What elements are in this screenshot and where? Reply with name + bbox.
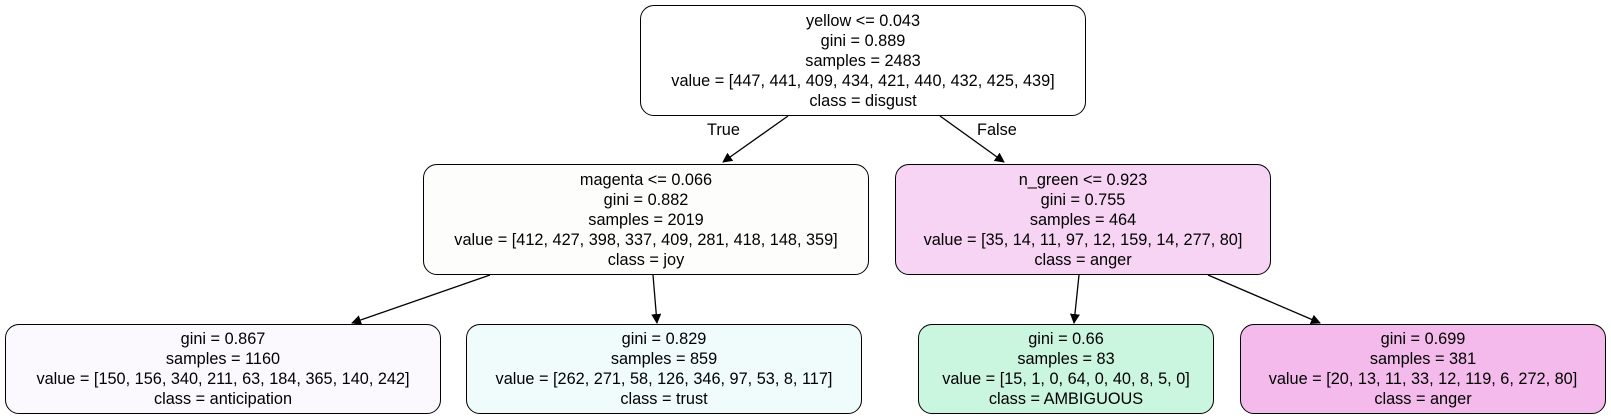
left-split-text: magenta <= 0.066 [579,170,713,189]
right-left-class-text: class = AMBIGUOUS [988,390,1144,408]
root-class-text: class = disgust [809,91,917,110]
right-value-text: value = [35, 14, 11, 97, 12, 159, 14, 27… [923,230,1243,249]
left-left-gini-text: gini = 0.867 [180,330,266,348]
left-right-samples-text: samples = 859 [610,350,718,368]
root-value-text: value = [447, 441, 409, 434, 421, 440, 4… [671,71,1055,90]
left-left-value-text: value = [150, 156, 340, 211, 63, 184, 36… [36,370,410,388]
right-left-samples-text: samples = 83 [1017,350,1115,368]
right-right-samples-text: samples = 381 [1369,350,1477,368]
left-right-gini-text: gini = 0.829 [621,330,707,348]
left-left-leaf: gini = 0.867 samples = 1160 value = [150… [5,324,441,414]
right-left-value-text: value = [15, 1, 0, 64, 0, 40, 8, 5, 0] [942,370,1190,388]
left-left-class-text: class = anticipation [153,390,293,408]
right-class-text: class = anger [1034,250,1132,269]
left-right-class-text: class = trust [620,390,708,408]
right-left-gini-text: gini = 0.66 [1028,330,1104,348]
root-samples-text: samples = 2483 [805,51,921,70]
edge-root-to-right [939,115,1005,163]
edge-left-to-leftright [651,274,662,324]
left-node: magenta <= 0.066 gini = 0.882 samples = … [423,164,869,275]
right-left-leaf: gini = 0.66 samples = 83 value = [15, 1,… [918,324,1214,414]
left-right-leaf: gini = 0.829 samples = 859 value = [262,… [466,324,862,414]
left-gini-text: gini = 0.882 [603,190,689,209]
right-right-value-text: value = [20, 13, 11, 33, 12, 119, 6, 272… [1268,370,1578,388]
right-gini-text: gini = 0.755 [1040,190,1126,209]
left-samples-text: samples = 2019 [588,210,704,229]
edge-left-to-leftleft [351,274,491,325]
left-class-text: class = joy [607,250,685,269]
right-right-leaf: gini = 0.699 samples = 381 value = [20, … [1240,324,1606,414]
edge-right-to-rightright [1207,274,1321,325]
left-left-samples-text: samples = 1160 [165,350,281,368]
left-right-value-text: value = [262, 271, 58, 126, 346, 97, 53,… [495,370,833,388]
root-gini-text: gini = 0.889 [820,31,906,50]
left-value-text: value = [412, 427, 398, 337, 409, 281, 4… [454,230,838,249]
edge-root-to-left [722,115,789,163]
right-right-class-text: class = anger [1374,390,1472,408]
root-split-text: yellow <= 0.043 [805,11,921,30]
right-right-gini-text: gini = 0.699 [1380,330,1466,348]
right-split-text: n_green <= 0.923 [1018,170,1148,189]
right-node: n_green <= 0.923 gini = 0.755 samples = … [895,164,1271,275]
true-edge-label: True [707,121,740,139]
false-edge-label: False [977,121,1017,139]
root-node: yellow <= 0.043 gini = 0.889 samples = 2… [640,5,1086,116]
right-samples-text: samples = 464 [1029,210,1137,229]
edge-right-to-rightleft [1069,274,1080,324]
